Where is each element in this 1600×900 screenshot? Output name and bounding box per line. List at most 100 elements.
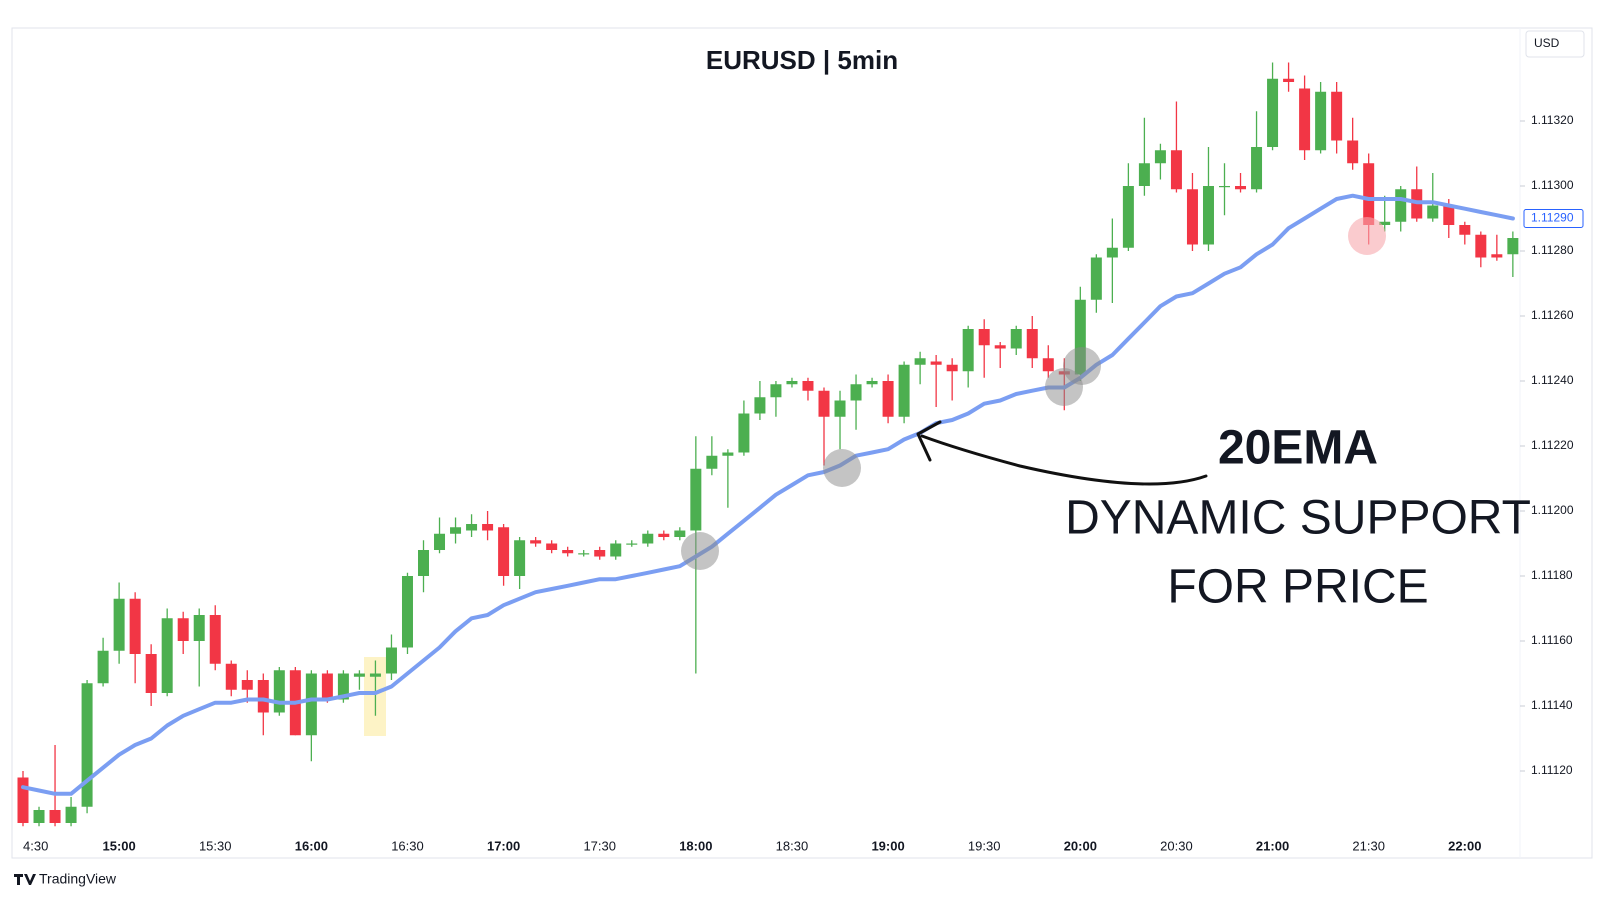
candle-body <box>754 397 766 414</box>
x-tick-label: 15:30 <box>199 838 232 853</box>
candle-body <box>450 527 462 534</box>
candle-body <box>850 384 862 401</box>
candle-body <box>834 400 846 417</box>
x-tick-label: 19:30 <box>968 838 1001 853</box>
candle-body <box>369 673 381 677</box>
candle-body <box>1299 88 1311 151</box>
touch-circle <box>681 532 719 570</box>
x-tick-label: 17:00 <box>487 838 520 853</box>
x-tick-label: 18:00 <box>679 838 712 853</box>
brand-logo <box>14 874 36 885</box>
annotation-arrow <box>920 434 1208 486</box>
candle-body <box>1267 78 1279 147</box>
candle-body <box>642 533 654 544</box>
touch-circle <box>823 449 861 487</box>
candle-body <box>321 673 333 700</box>
candle-body <box>225 663 237 690</box>
x-tick-label: 19:00 <box>871 838 904 853</box>
x-tick-label: 20:30 <box>1160 838 1193 853</box>
candle-body <box>241 680 253 690</box>
candle-body <box>33 810 45 823</box>
x-tick-label: 21:00 <box>1256 838 1289 853</box>
candle-body <box>866 381 878 385</box>
last-price-box <box>1523 209 1584 228</box>
candle-body <box>1202 186 1214 245</box>
candle-body <box>1443 205 1455 225</box>
annotation-title: 20EMA <box>1218 422 1378 475</box>
candle-body <box>706 455 718 469</box>
candle-body <box>738 413 750 453</box>
candle-body <box>145 654 157 693</box>
touch-circle <box>1063 347 1101 385</box>
candle-body <box>418 550 429 576</box>
candle-body <box>978 329 990 346</box>
last-price-label: 1.11290 <box>1531 211 1574 225</box>
candle-body <box>1379 221 1391 225</box>
candle-body <box>610 543 622 557</box>
annotation-line: FOR PRICE <box>1167 561 1428 614</box>
candle-body <box>1491 254 1503 258</box>
candle-body <box>161 618 173 693</box>
x-tick-label: 16:30 <box>391 838 424 853</box>
candle-body <box>1010 329 1022 349</box>
candle-body <box>97 650 109 684</box>
candle-body <box>770 384 782 398</box>
candle-body <box>1363 163 1375 225</box>
candle-body <box>482 524 494 531</box>
candle-body <box>1122 186 1134 248</box>
candle-body <box>466 524 478 531</box>
candle-body <box>818 390 830 417</box>
currency-box[interactable] <box>1525 30 1585 58</box>
y-tick-label: 1.11240 <box>1531 373 1574 387</box>
ema-layer <box>21 193 1515 796</box>
candles <box>17 62 1519 827</box>
pane-frame <box>11 27 1593 859</box>
candle-body <box>81 683 93 807</box>
candle-body <box>1251 147 1263 190</box>
candle-body <box>1395 189 1407 222</box>
x-tick-label: 18:30 <box>776 838 809 853</box>
candle-body <box>882 381 894 417</box>
candle-body <box>305 673 317 736</box>
candle-body <box>273 670 285 713</box>
currency-label[interactable]: USD <box>1534 36 1560 50</box>
candle-body <box>1026 329 1038 359</box>
candle-body <box>1186 189 1198 245</box>
candle-body <box>1347 140 1359 164</box>
candle-body <box>946 364 958 372</box>
candle-body <box>802 381 814 391</box>
candle-body <box>626 543 638 545</box>
candle-body <box>1475 234 1487 258</box>
candle-body <box>1331 91 1343 141</box>
candle-body <box>674 530 686 537</box>
ema-line <box>21 193 1515 796</box>
candle-body <box>898 364 910 417</box>
candle-body <box>177 618 189 641</box>
candle-body <box>930 361 942 365</box>
candle-body <box>1427 205 1439 219</box>
candle-body <box>353 673 365 677</box>
candle-body <box>1138 163 1150 186</box>
candle-body <box>1235 186 1247 190</box>
candle-body <box>722 452 734 456</box>
y-tick-label: 1.11320 <box>1531 113 1574 127</box>
y-tick-label: 1.11300 <box>1531 178 1574 192</box>
candle-body <box>1042 358 1054 372</box>
x-tick-label: 22:00 <box>1448 838 1481 853</box>
annotation-line: DYNAMIC SUPPORT <box>1065 492 1531 545</box>
y-tick-label: 1.11200 <box>1531 503 1574 517</box>
x-tick-label: 17:30 <box>583 838 616 853</box>
candle-body <box>690 468 702 531</box>
candle-body <box>562 550 574 554</box>
candle-body <box>578 553 590 555</box>
candle-body <box>530 540 542 544</box>
x-tick-label: 16:00 <box>295 838 328 853</box>
candle-body <box>65 806 77 823</box>
candle-body <box>49 810 61 823</box>
candle-body <box>1219 186 1230 188</box>
candle-body <box>962 329 974 372</box>
candle-body <box>1283 78 1295 82</box>
x-tick-label: 21:30 <box>1352 838 1385 853</box>
